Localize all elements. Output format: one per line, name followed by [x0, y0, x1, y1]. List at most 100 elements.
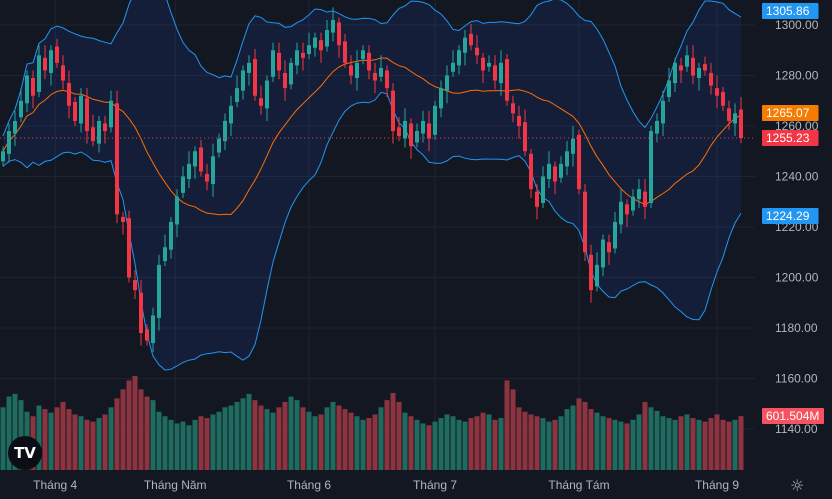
candle-body — [721, 91, 725, 106]
volume-bar — [348, 412, 354, 470]
candle-body — [103, 123, 107, 132]
volume-bar — [396, 401, 402, 470]
volume-bar — [228, 405, 234, 470]
volume-bar — [336, 405, 342, 470]
basis-tag-bg — [762, 105, 819, 121]
candle-body — [553, 166, 557, 182]
candle-body — [517, 115, 521, 126]
candle-body — [79, 95, 83, 124]
price-tags: 1305.86 1265.07 1255.23 1224.29 601.504M — [762, 3, 824, 424]
bollinger-lower-line — [2, 91, 742, 371]
candle-body — [673, 62, 677, 84]
candle-body — [7, 131, 11, 154]
candle-body — [433, 105, 437, 135]
candle-body — [649, 131, 653, 204]
candle-body — [289, 62, 293, 85]
volume-bar — [738, 416, 744, 470]
candle-body — [703, 64, 707, 71]
candle-body — [733, 113, 737, 124]
candle-body — [235, 88, 239, 103]
volume-bar — [312, 416, 318, 470]
candle-body — [655, 120, 659, 134]
volume-bar — [504, 380, 510, 470]
candle-body — [337, 22, 341, 46]
volume-bar — [660, 416, 666, 470]
gear-icon[interactable]: ☼ — [790, 476, 805, 495]
candle-body — [181, 176, 185, 193]
x-tick-label: Tháng Năm — [144, 478, 207, 492]
bollinger-band-fill — [3, 0, 741, 371]
candle-body — [43, 57, 47, 71]
candle-body — [415, 131, 419, 143]
candle-body — [379, 67, 383, 77]
time-axis[interactable]: Tháng 4 Tháng Năm Tháng 6 Tháng 7 Tháng Tám T… — [33, 478, 739, 492]
y-tick-label: 1180.00 — [775, 321, 818, 335]
lower-band-tag: 1224.29 — [766, 209, 810, 223]
candle-body — [385, 70, 389, 89]
x-tick-label: Tháng 6 — [287, 478, 331, 492]
candle-body — [13, 120, 17, 134]
volume-bar — [264, 409, 270, 470]
candle-body — [487, 62, 491, 67]
volume-tag-bg — [762, 408, 824, 424]
x-tick-label: Tháng 9 — [695, 478, 739, 492]
candle-body — [541, 176, 545, 204]
volume-bar — [732, 419, 738, 470]
volume-bar — [252, 400, 258, 470]
volume-bar — [72, 414, 78, 470]
volume-bar — [522, 411, 528, 470]
tradingview-logo[interactable]: TV — [8, 436, 42, 470]
volume-bar — [582, 401, 588, 470]
volume-bar — [702, 421, 708, 470]
volume-bar — [516, 407, 522, 470]
candle-body — [175, 196, 179, 225]
volume-bar — [510, 389, 516, 470]
volume-bar — [12, 393, 18, 470]
volume-bar — [708, 418, 714, 470]
volume-bar — [186, 425, 192, 470]
volume-bar — [528, 414, 534, 470]
volume-bar — [540, 418, 546, 470]
volume-bar — [108, 407, 114, 470]
volume-bar — [180, 421, 186, 470]
basis-tag: 1265.07 — [766, 106, 810, 120]
volume-bar — [630, 419, 636, 470]
candle-body — [223, 120, 227, 142]
candle-body — [535, 191, 539, 207]
candle-body — [163, 247, 167, 262]
candle-body — [241, 70, 245, 91]
price-axis[interactable]: 1140.001160.001180.001200.001220.001240.… — [775, 18, 819, 436]
volume-bar — [318, 414, 324, 470]
volume-bar — [192, 419, 198, 470]
candle-body — [589, 254, 593, 291]
volume-bar — [570, 405, 576, 470]
volume-bar — [222, 407, 228, 470]
volume-bar — [168, 419, 174, 470]
candle-body — [709, 72, 713, 86]
candle-body — [115, 103, 119, 215]
volume-bar — [258, 405, 264, 470]
y-tick-label: 1280.00 — [775, 69, 819, 83]
candle-body — [1, 151, 5, 162]
candle-body — [391, 90, 395, 132]
candle-body — [367, 52, 371, 71]
candle-body — [625, 204, 629, 215]
volume-bar — [612, 419, 618, 470]
candle-body — [271, 50, 275, 77]
volume-bar — [456, 419, 462, 470]
volume-bar — [60, 401, 66, 470]
candle-body — [445, 75, 449, 91]
volume-bar — [594, 412, 600, 470]
y-tick-label: 1200.00 — [775, 271, 819, 285]
volume-bar — [450, 416, 456, 470]
candle-body — [565, 151, 569, 167]
candle-body — [427, 123, 431, 139]
candle-body — [727, 108, 731, 121]
candle-body — [601, 239, 605, 268]
candle-body — [661, 100, 665, 124]
x-tick-label: Tháng 4 — [33, 478, 77, 492]
candle-body — [73, 102, 77, 121]
volume-bar — [144, 396, 150, 470]
y-tick-label: 1140.00 — [775, 422, 818, 436]
